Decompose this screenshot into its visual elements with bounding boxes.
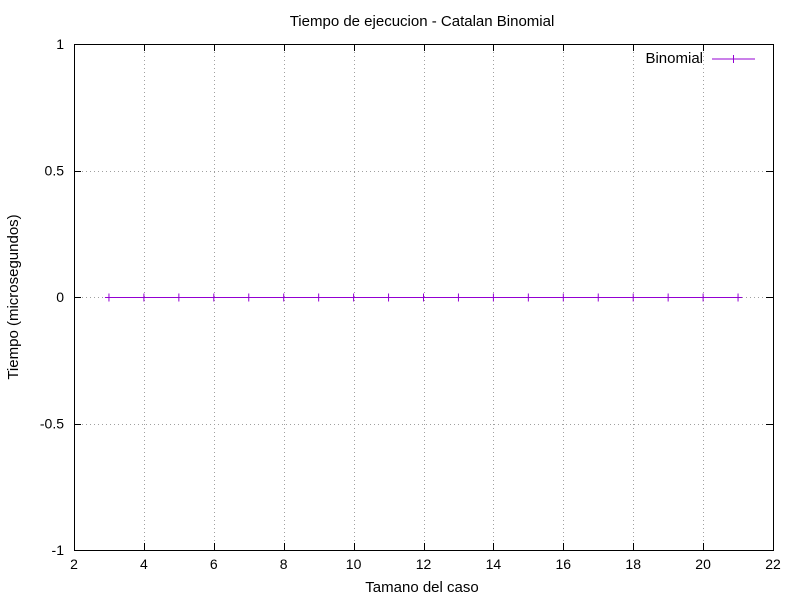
data-point	[524, 293, 533, 302]
x-tick-label: 4	[140, 556, 148, 572]
x-tick-label: 6	[210, 556, 218, 572]
legend: Binomial	[645, 50, 755, 67]
axis-ticks: 2 4 6 8 10 12 14 16 18 20 22 -1 -0.5 0 0.5 1	[40, 36, 781, 572]
x-tick-label: 20	[695, 556, 711, 572]
x-tick-label: 16	[556, 556, 572, 572]
data-point	[279, 293, 288, 302]
x-tick-label: 12	[416, 556, 432, 572]
data-point	[349, 293, 358, 302]
y-tick-label: -1	[52, 542, 65, 558]
x-tick-label: 10	[346, 556, 362, 572]
plot-frame	[74, 44, 774, 551]
series-layer	[104, 293, 743, 302]
y-tick-label: 1	[56, 36, 64, 52]
x-tick-label: 14	[486, 556, 502, 572]
x-tick-label: 18	[625, 556, 641, 572]
y-axis-label: Tiempo (microsegundos)	[5, 214, 22, 379]
data-point	[699, 293, 708, 302]
y-tick-label: 0	[56, 289, 64, 305]
data-point	[594, 293, 603, 302]
chart-title: Tiempo de ejecucion - Catalan Binomial	[290, 13, 555, 30]
data-point	[419, 293, 428, 302]
x-tick-label: 22	[765, 556, 781, 572]
data-point	[489, 293, 498, 302]
data-point	[384, 293, 393, 302]
data-point	[629, 293, 638, 302]
data-point	[139, 293, 148, 302]
data-point	[244, 293, 253, 302]
data-point	[734, 293, 743, 302]
data-point	[174, 293, 183, 302]
data-point	[664, 293, 673, 302]
data-point	[454, 293, 463, 302]
data-point	[314, 293, 323, 302]
y-tick-label: 0.5	[45, 163, 65, 179]
legend-label-binomial: Binomial	[645, 50, 703, 67]
x-tick-label: 2	[70, 556, 78, 572]
x-axis-label: Tamano del caso	[365, 579, 478, 596]
data-point	[209, 293, 218, 302]
x-tick-label: 8	[280, 556, 288, 572]
y-tick-label: -0.5	[40, 416, 64, 432]
data-point	[104, 293, 113, 302]
data-point	[559, 293, 568, 302]
